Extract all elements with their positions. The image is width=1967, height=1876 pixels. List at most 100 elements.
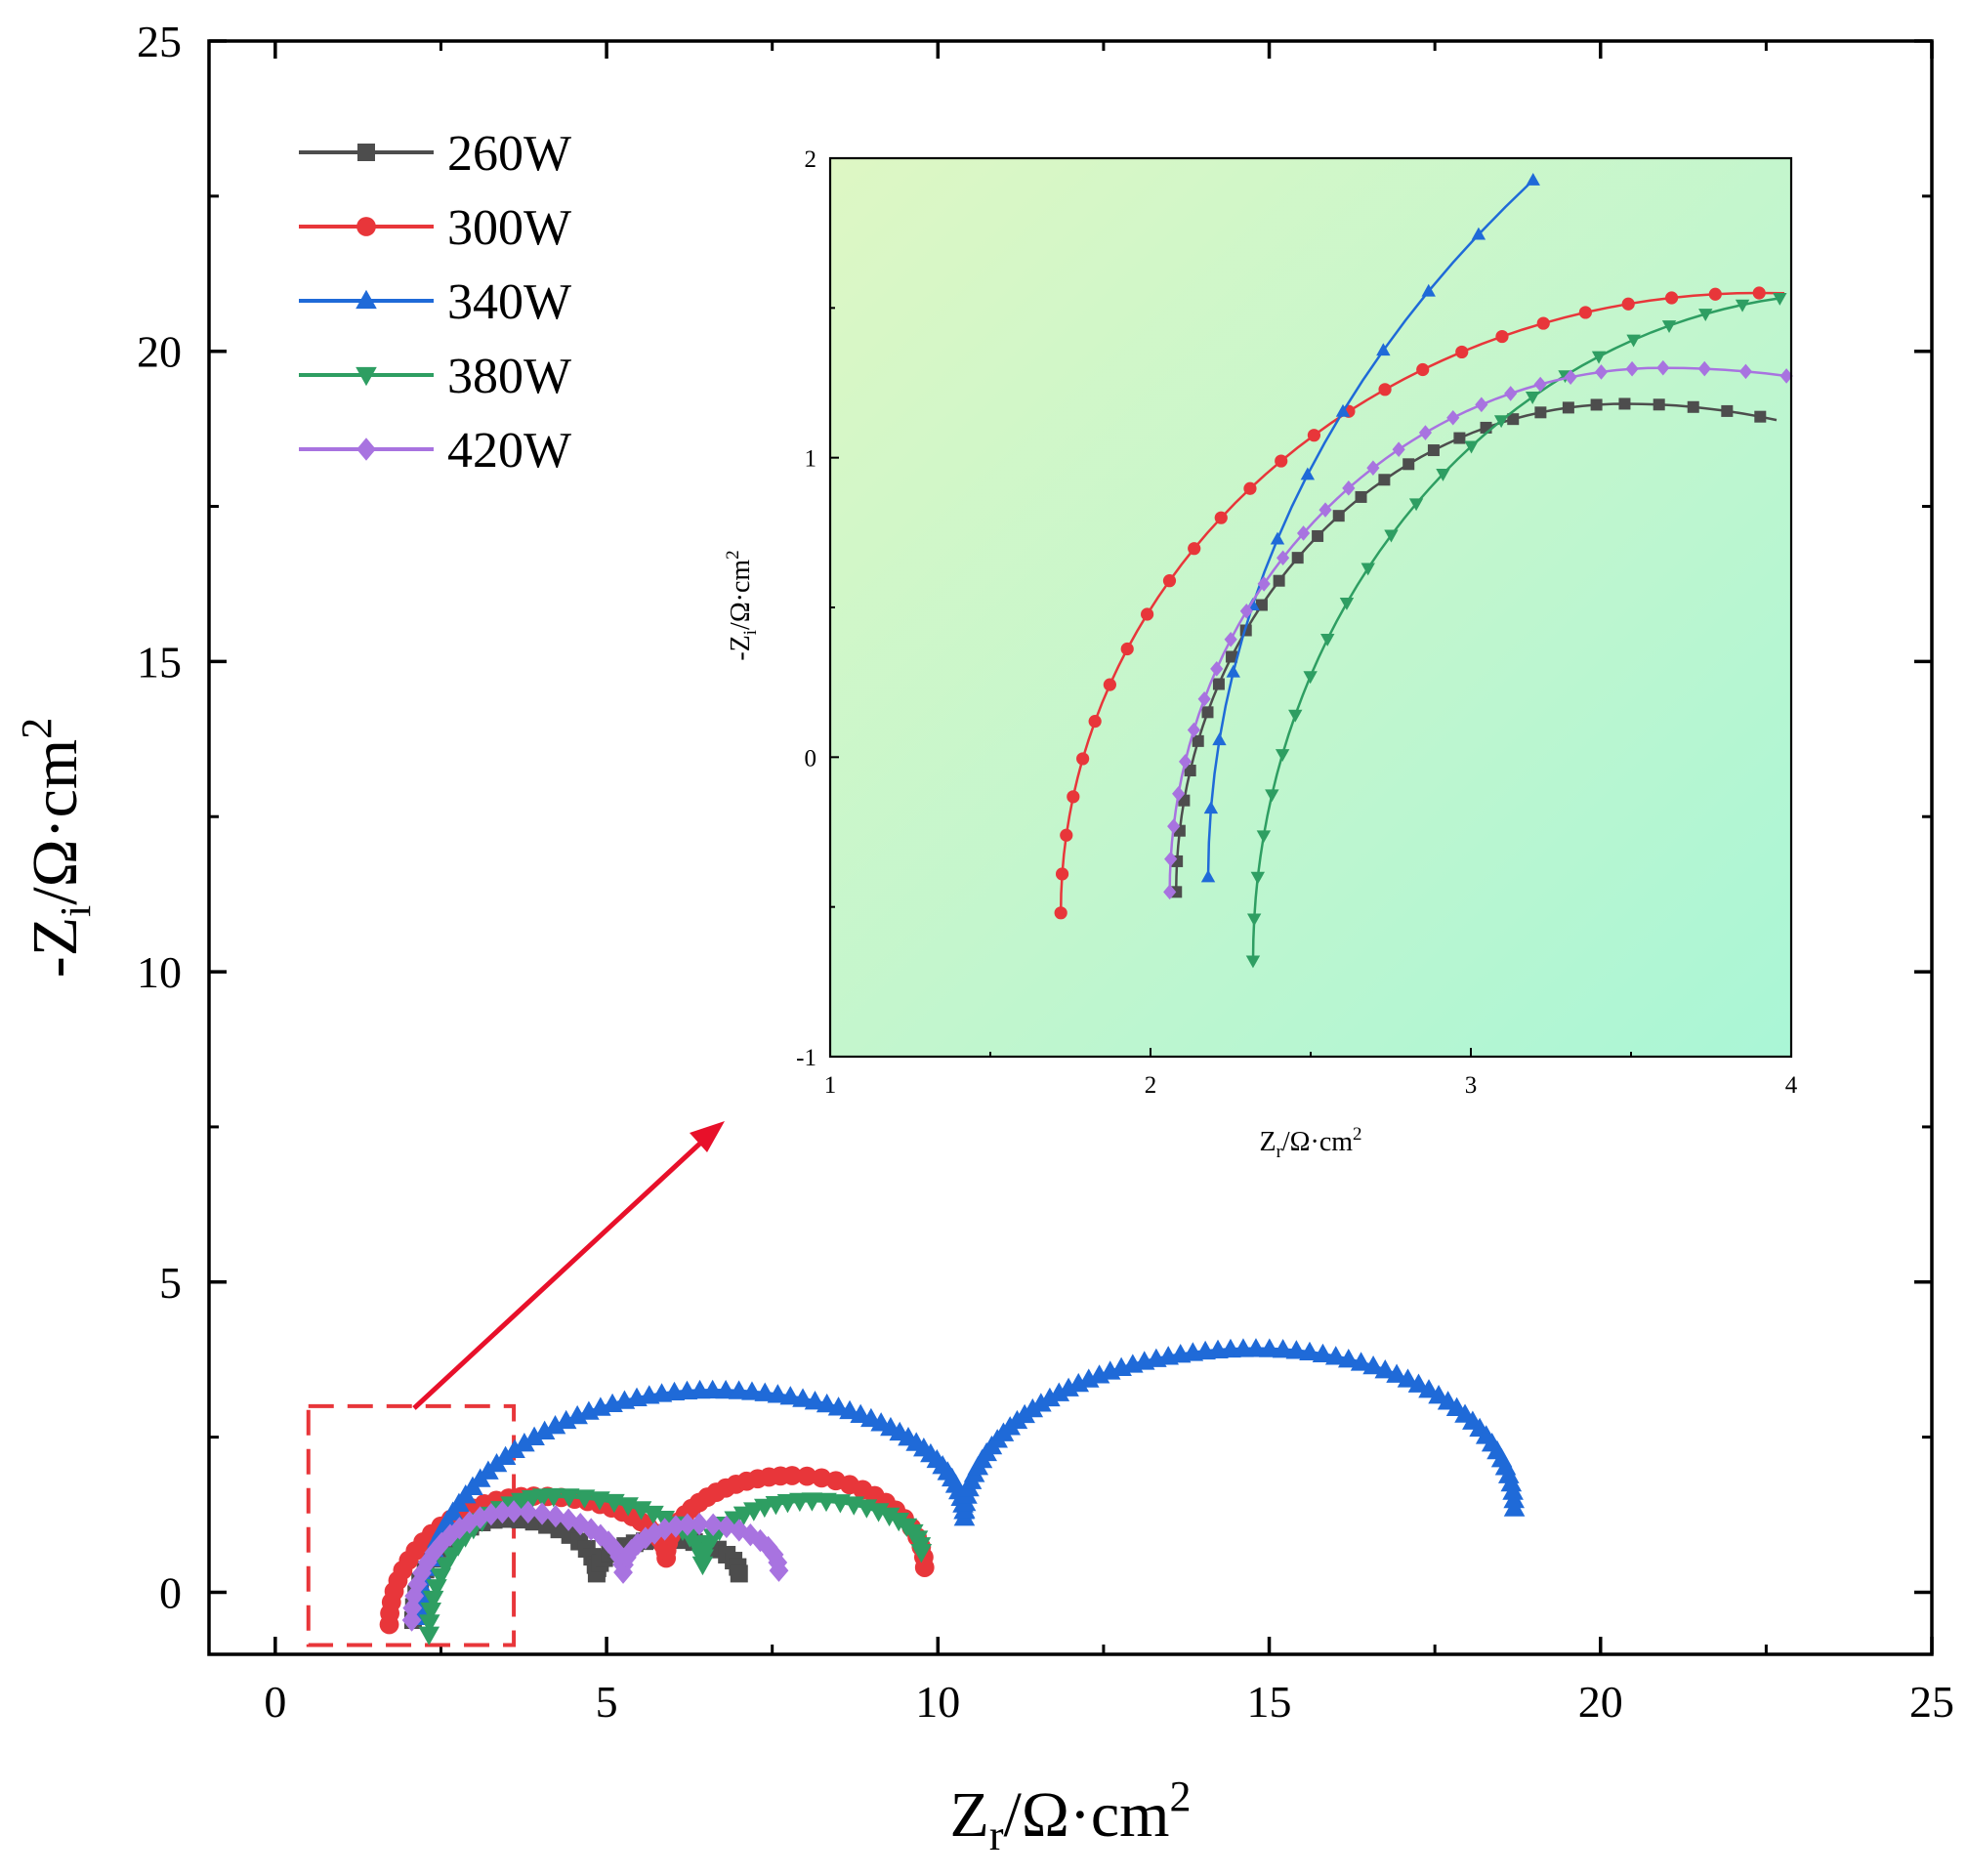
legend-marker-300w [356, 217, 376, 236]
inset-data-point-420w [1187, 722, 1201, 738]
inset-data-point-260w [1402, 458, 1415, 471]
inset-data-point-300w [1055, 867, 1069, 881]
legend-marker-380w [356, 366, 377, 387]
data-point-380w [816, 1492, 837, 1513]
main-axis-ticks [209, 39, 1934, 1654]
inset-data-point-420w [1564, 369, 1577, 385]
data-point-340w [494, 1445, 517, 1465]
inset-data-point-340w [1335, 403, 1351, 417]
legend-label-420w: 420W [447, 423, 571, 479]
data-point-340w [1374, 1359, 1397, 1379]
inset-y-axis-title: -Zi/Ω·cm2 [723, 550, 761, 660]
inset-y-axis-title-sup: 2 [723, 550, 743, 560]
inset-data-point-340w [1270, 531, 1285, 545]
data-point-340w [533, 1420, 556, 1440]
series-340w [408, 1338, 1526, 1625]
inset-data-point-260w [1378, 474, 1391, 486]
inset-series-group [1054, 173, 1793, 969]
data-point-340w [792, 1388, 814, 1407]
legend-entry-300w: 300W [299, 200, 571, 256]
legend-entry-420w: 420W [299, 423, 571, 479]
inset-x-tick-label: 3 [1465, 1072, 1478, 1099]
legend-entry-260w: 260W [299, 126, 571, 182]
data-point-420w [407, 1572, 428, 1597]
inset-data-point-300w [1455, 345, 1469, 359]
inset-data-point-300w [1141, 607, 1154, 621]
inset-data-point-300w [1708, 287, 1722, 301]
inset-data-point-380w [1288, 709, 1303, 723]
data-point-380w [573, 1489, 596, 1509]
inset-data-point-420w [1167, 818, 1181, 834]
main-y-tick-label: 10 [137, 947, 182, 997]
inset-data-point-380w [1661, 320, 1677, 333]
data-point-380w [801, 1492, 823, 1512]
main-y-tick-label: 25 [137, 17, 182, 66]
data-point-380w [878, 1507, 900, 1527]
data-point-380w [418, 1626, 440, 1646]
data-point-420w [440, 1523, 460, 1547]
series-420w [401, 1500, 789, 1632]
inset-data-point-260w [1590, 398, 1603, 411]
data-point-340w [1407, 1373, 1430, 1393]
data-point-420w [769, 1559, 789, 1582]
data-point-340w [1048, 1382, 1070, 1401]
inset-data-point-260w [1226, 650, 1238, 663]
inset-data-point-420w [1697, 360, 1711, 377]
inset-series-340w [1200, 173, 1540, 883]
inset-data-point-300w [1307, 429, 1321, 442]
inset-x-tick-label: 4 [1785, 1072, 1798, 1099]
inset-data-point-260w [1291, 552, 1304, 564]
data-point-420w [666, 1515, 686, 1538]
inset-y-tick-label: -1 [796, 1045, 816, 1071]
inset-data-point-380w [1320, 634, 1335, 646]
inset-data-point-420w [1418, 425, 1433, 440]
inset-data-point-380w [1256, 830, 1272, 844]
inset-data-point-300w [1621, 297, 1635, 311]
inset-data-point-260w [1562, 401, 1574, 414]
data-point-420w [481, 1502, 501, 1526]
data-point-260w [730, 1564, 748, 1583]
data-point-340w [701, 1379, 724, 1399]
data-point-420w [404, 1584, 425, 1608]
inset-data-point-300w [1243, 481, 1257, 495]
zoom-arrow [412, 1121, 725, 1410]
inset-data-point-260w [1273, 574, 1285, 587]
inset-data-point-260w [1332, 510, 1345, 522]
inset-data-point-340w [1226, 664, 1240, 678]
data-point-300w [782, 1466, 802, 1485]
data-point-340w [544, 1415, 566, 1435]
data-point-420w [518, 1500, 538, 1524]
inset-data-point-380w [1246, 913, 1262, 927]
inset-data-point-380w [1591, 351, 1607, 364]
main-x-axis-title: Zr/Ω·cm2 [950, 1772, 1192, 1859]
data-point-340w [1299, 1341, 1320, 1361]
main-y-tick-label: 15 [137, 637, 182, 687]
inset-data-point-380w [1698, 309, 1713, 321]
main-x-axis-title-unit: /Ω·cm [1003, 1779, 1169, 1851]
data-point-420w [449, 1517, 470, 1540]
data-point-340w [555, 1409, 577, 1430]
inset-data-point-300w [1060, 828, 1073, 842]
inset-data-point-380w [1525, 392, 1540, 404]
main-x-axis-title-z: Z [950, 1779, 989, 1851]
legend-marker-340w [356, 289, 377, 310]
data-point-340w [1245, 1338, 1267, 1357]
inset-data-point-420w [1738, 363, 1753, 380]
inset-series-line-300w [1059, 291, 1785, 913]
inset-data-point-420w [1625, 360, 1639, 377]
inset-data-point-380w [1773, 292, 1787, 306]
inset-data-point-300w [1120, 642, 1134, 656]
inset-data-point-340w [1212, 732, 1227, 746]
inset-x-axis-title-sub: r [1276, 1142, 1283, 1162]
inset-data-point-300w [1495, 329, 1509, 344]
inset-data-point-340w [1526, 173, 1540, 186]
data-point-340w [1022, 1397, 1044, 1418]
inset-data-point-300w [1076, 752, 1090, 766]
inset-data-point-340w [1376, 343, 1391, 356]
data-point-420w [417, 1551, 438, 1574]
main-y-axis-title-unit: /Ω·cm [20, 739, 91, 905]
inset-data-point-380w [1245, 955, 1261, 969]
data-point-420w [677, 1513, 697, 1536]
data-point-340w [1039, 1387, 1061, 1407]
